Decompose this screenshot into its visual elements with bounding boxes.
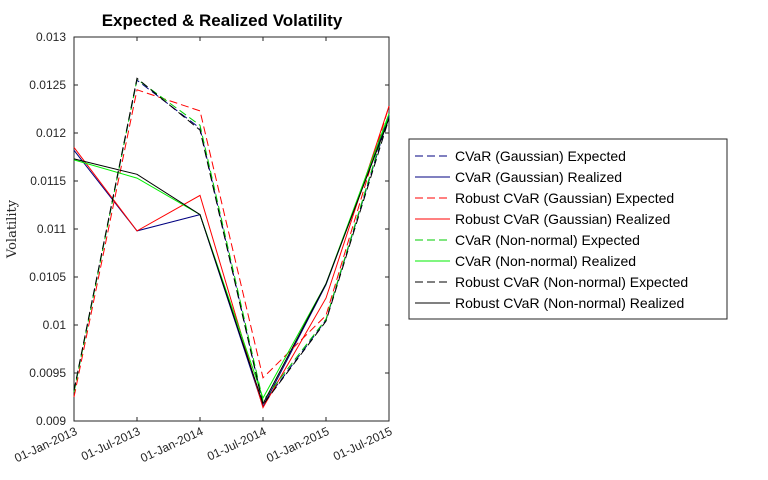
legend-entry: CVaR (Non-normal) Expected	[455, 232, 640, 248]
y-axis-label: Volatility	[5, 199, 20, 259]
series-line-7	[73, 77, 390, 406]
legend-entry: Robust CVaR (Non-normal) Realized	[455, 295, 684, 311]
legend-entry: Robust CVaR (Non-normal) Expected	[455, 274, 688, 290]
x-tick-label: 01-Jan-2013	[12, 424, 79, 465]
chart-title: Expected & Realized Volatility	[102, 11, 343, 30]
legend-entry: Robust CVaR (Gaussian) Realized	[455, 211, 670, 227]
legend: CVaR (Gaussian) Expected CVaR (Gaussian) …	[408, 138, 728, 320]
y-tick-label: 0.009	[36, 414, 66, 428]
y-tick-label: 0.0125	[29, 78, 66, 92]
legend-entry: Robust CVaR (Gaussian) Expected	[455, 190, 674, 206]
x-tick-label: 01-Jan-2014	[138, 424, 205, 465]
x-tick-label: 01-Jul-2015	[331, 424, 395, 464]
plot-area	[73, 36, 390, 422]
y-axis-ticks: 0.009 0.0095 0.01 0.0105 0.011 0.0115 0.012 0.0…	[29, 30, 389, 428]
series-line-4	[73, 105, 390, 409]
y-tick-label: 0.0115	[30, 174, 66, 188]
y-tick-label: 0.011	[37, 222, 66, 236]
x-tick-label: 01-Jul-2014	[205, 424, 269, 464]
y-tick-label: 0.012	[36, 126, 66, 140]
legend-entry: CVaR (Non-normal) Realized	[455, 253, 636, 269]
series-line-3	[73, 89, 390, 398]
y-tick-label: 0.013	[36, 30, 66, 44]
series-layer	[73, 77, 390, 409]
legend-entry: CVaR (Gaussian) Expected	[455, 148, 626, 164]
y-tick-label: 0.01	[43, 318, 67, 332]
legend-entry: CVaR (Gaussian) Realized	[455, 169, 622, 185]
y-tick-label: 0.0105	[29, 270, 66, 284]
legend-box	[408, 138, 728, 320]
x-tick-label: 01-Jan-2015	[264, 424, 331, 465]
y-tick-label: 0.0095	[29, 366, 66, 380]
series-line-8	[73, 118, 390, 405]
x-tick-label: 01-Jul-2013	[79, 424, 143, 464]
